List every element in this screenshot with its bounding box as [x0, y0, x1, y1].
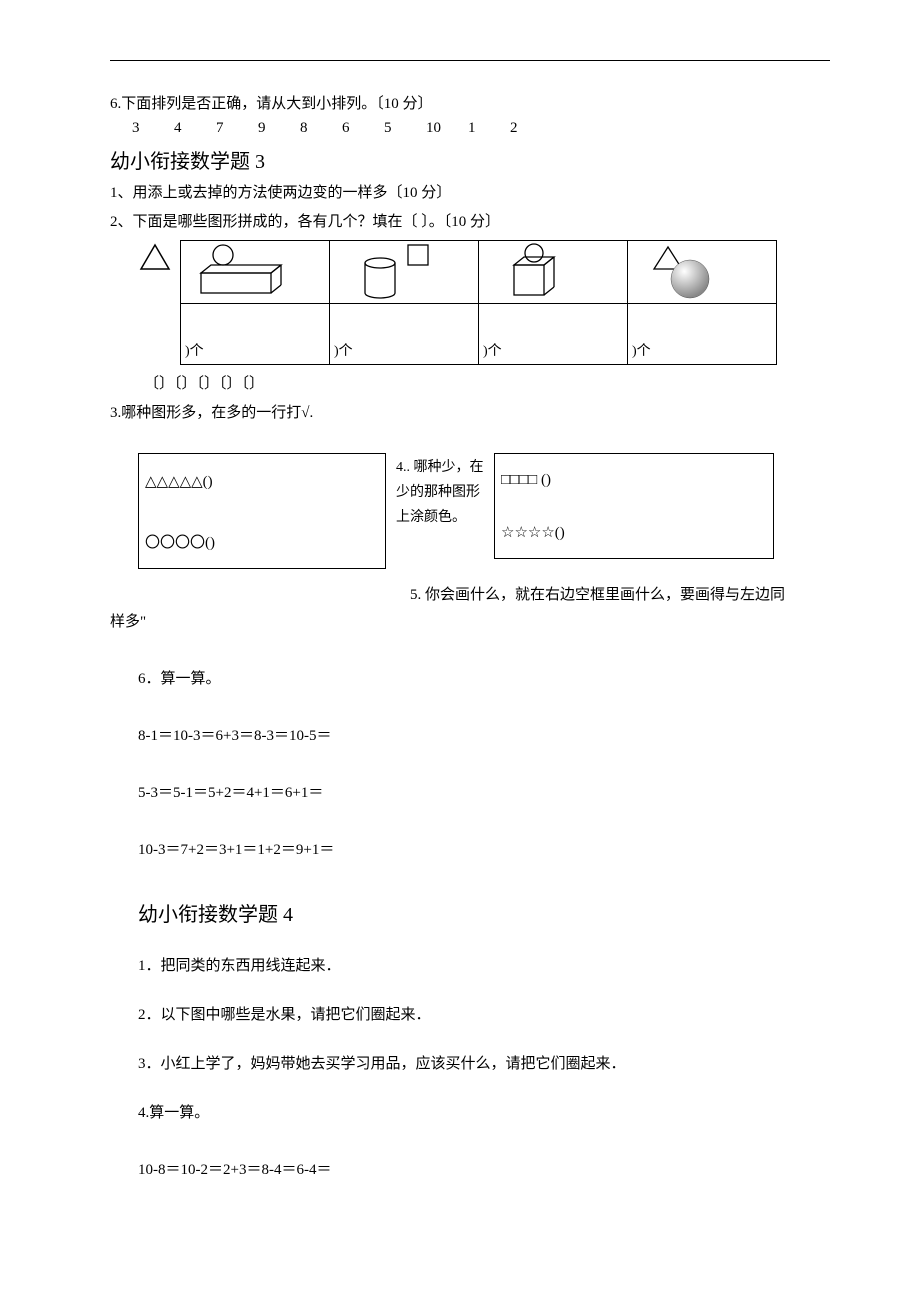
- cube-circle-icon: [479, 243, 599, 301]
- cylinder-square-icon: [330, 243, 450, 301]
- s3-calc1: 8-1＝10-3＝6+3＝8-3＝10-5＝: [110, 723, 830, 750]
- cell-shape-3: [479, 241, 628, 304]
- title-3: 幼小衔接数学题 3: [110, 145, 830, 174]
- s3-calc3: 10-3＝7+2＝3+1＝1+2＝9+1＝: [110, 837, 830, 864]
- q6-numbers: 34798651012: [110, 120, 830, 137]
- top-rule: [110, 60, 830, 61]
- n: 4: [174, 120, 216, 137]
- cell-shape-4: [628, 241, 777, 304]
- right-box-r1: □□□□ (): [495, 454, 773, 505]
- cell-label-4: )个: [628, 304, 777, 365]
- q5-wrap: 5. 你会画什么，就在右边空框里画什么，要画得与左边同: [110, 583, 830, 607]
- s4-q1: 1．把同类的东西用线连起来．: [110, 953, 830, 980]
- shapes-area: )个 )个 )个 )个: [110, 240, 830, 365]
- cell-label-1: )个: [181, 304, 330, 365]
- q4-text: 4.. 哪种少，在少的那种图形上涂颜色。: [396, 453, 484, 531]
- s3-q3: 3.哪种图形多，在多的一行打√.: [110, 400, 830, 427]
- s4-calc1: 10-8＝10-2＝2+3＝8-4＝6-4＝: [110, 1157, 830, 1184]
- title-4: 幼小衔接数学题 4: [110, 898, 830, 927]
- n: 7: [216, 120, 258, 137]
- n: 9: [258, 120, 300, 137]
- n: 3: [132, 120, 174, 137]
- s3-q2: 2、下面是哪些图形拼成的，各有几个？填在〔 〕。〔10 分〕: [110, 209, 830, 236]
- s4-q2: 2．以下图中哪些是水果，请把它们圈起来．: [110, 1002, 830, 1029]
- compare-row: △△△△△() 〇〇〇〇() 4.. 哪种少，在少的那种图形上涂颜色。 □□□□…: [110, 453, 830, 569]
- right-box: □□□□ () ☆☆☆☆(): [494, 453, 774, 559]
- cuboid-circle-icon: [181, 243, 301, 301]
- n: 1: [468, 120, 510, 137]
- n: 8: [300, 120, 342, 137]
- sphere-triangle-icon: [628, 243, 748, 301]
- right-box-r2: ☆☆☆☆(): [495, 505, 773, 558]
- s4-q4: 4.算一算。: [110, 1100, 830, 1127]
- n: 6: [342, 120, 384, 137]
- brackets-row: 〔〕〔〕〔〕〔〕〔〕: [110, 371, 830, 398]
- cell-shape-1: [181, 241, 330, 304]
- cell-shape-2: [330, 241, 479, 304]
- left-box-r2: 〇〇〇〇(): [139, 507, 385, 568]
- cell-label-3: )个: [479, 304, 628, 365]
- q6-text: 6.下面排列是否正确，请从大到小排列。〔10 分〕: [110, 91, 830, 118]
- s3-q6: 6．算一算。: [110, 666, 830, 693]
- n: 5: [384, 120, 426, 137]
- n: 2: [510, 120, 552, 137]
- left-box-r1: △△△△△(): [139, 454, 385, 507]
- s4-q3: 3．小红上学了，妈妈带她去买学习用品，应该买什么，请把它们圈起来．: [110, 1051, 830, 1078]
- cell-label-2: )个: [330, 304, 479, 365]
- s3-q5-tail: 样多": [110, 609, 830, 636]
- s3-q5: 5. 你会画什么，就在右边空框里画什么，要画得与左边同: [410, 583, 830, 607]
- shapes-table: )个 )个 )个 )个: [180, 240, 777, 365]
- triangle-icon: [138, 242, 172, 272]
- s3-q1: 1、用添上或去掉的方法使两边变的一样多〔10 分〕: [110, 180, 830, 207]
- document-page: 6.下面排列是否正确，请从大到小排列。〔10 分〕 34798651012 幼小…: [0, 0, 920, 1246]
- s3-calc2: 5-3＝5-1＝5+2＝4+1＝6+1＝: [110, 780, 830, 807]
- left-box: △△△△△() 〇〇〇〇(): [138, 453, 386, 569]
- n: 10: [426, 120, 468, 137]
